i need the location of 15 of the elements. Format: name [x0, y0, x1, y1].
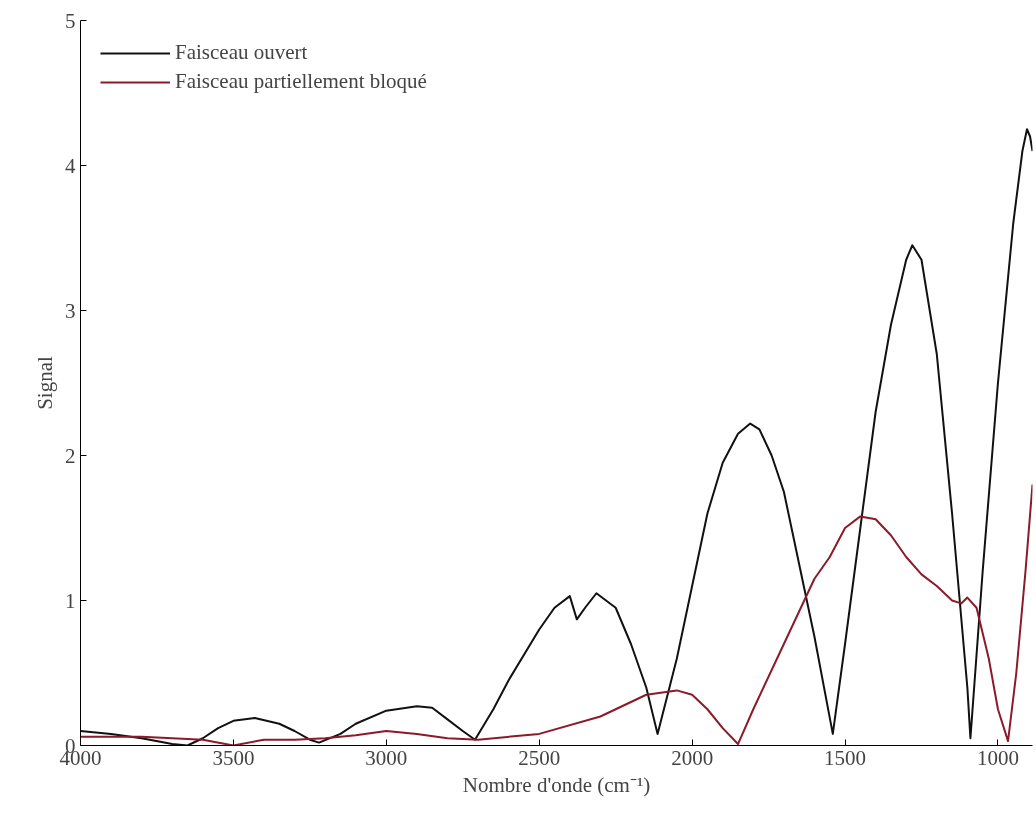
- x-tick-label: 1000: [976, 745, 1019, 770]
- y-tick-label: 4: [65, 153, 76, 178]
- y-tick-label: 5: [65, 8, 76, 33]
- x-tick-label: 3000: [365, 745, 408, 770]
- legend-label: Faisceau ouvert: [175, 40, 308, 65]
- x-tick-label: 1500: [824, 745, 867, 770]
- y-axis-title: Signal: [33, 356, 57, 410]
- y-tick-label: 3: [65, 298, 76, 323]
- legend-label: Faisceau partiellement bloqué: [175, 69, 427, 94]
- x-tick-label: 3500: [212, 745, 255, 770]
- x-tick-label: 2000: [671, 745, 714, 770]
- x-axis-title: Nombre d'onde (cm⁻¹): [462, 772, 651, 797]
- x-tick-label: 2500: [518, 745, 561, 770]
- y-tick-label: 2: [65, 443, 76, 468]
- y-tick-label: 1: [65, 588, 76, 613]
